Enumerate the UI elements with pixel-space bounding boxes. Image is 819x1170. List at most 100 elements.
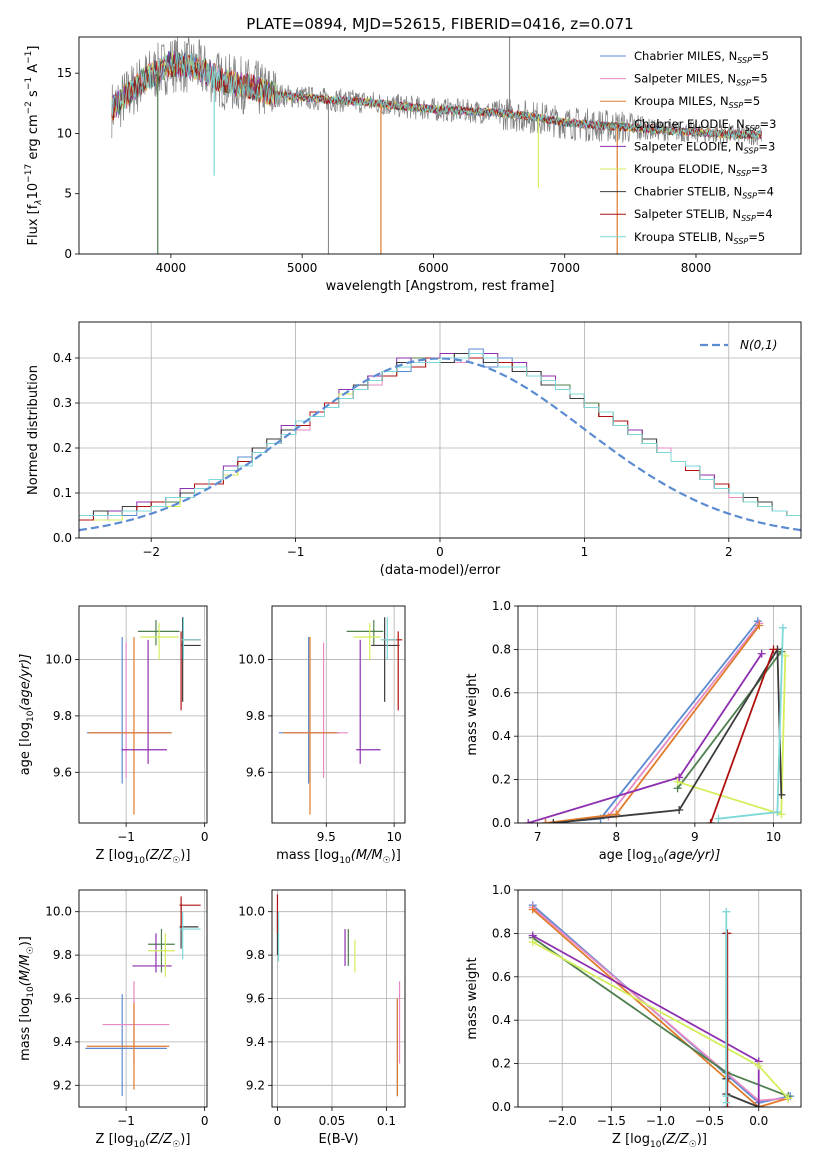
x-axis-label-part: (age/yr)] — [663, 848, 720, 863]
x-axis-label: Z [log10(Z/Z☉)] — [96, 1132, 191, 1150]
y-axis-label: mass weight — [465, 957, 480, 1039]
axes-frame — [517, 889, 802, 1108]
weight-line-kroupa-miles — [532, 908, 789, 1107]
x-tick-label: −1.0 — [646, 1114, 675, 1128]
plot-area — [79, 348, 801, 532]
y-tick-label: 9.4 — [246, 1035, 265, 1049]
observed-spectrum — [111, 37, 762, 146]
legend-entry: Salpeter STELIB, NSSP=4 — [634, 207, 773, 223]
x-tick-label: 4000 — [156, 261, 187, 275]
x-axis-label-part: 10 — [650, 1140, 662, 1150]
x-tick-label: 8 — [612, 830, 620, 844]
y-tick-label: 0.0 — [492, 1100, 511, 1114]
y-axis-label-part: )] — [18, 936, 33, 946]
y-tick-label: 0.2 — [492, 1057, 511, 1071]
x-tick-label: −2 — [142, 545, 160, 559]
weight-marker — [723, 929, 732, 938]
legend-entry: Chabrier STELIB, NSSP=4 — [634, 185, 774, 201]
x-tick-label: −0.5 — [695, 1114, 724, 1128]
plot-area — [528, 901, 795, 1107]
axes-frame — [78, 889, 208, 1108]
plot-area — [524, 617, 790, 823]
y-axis-label-part: age [log — [18, 722, 33, 775]
legend-model: Salpeter MILES, N — [634, 72, 736, 86]
y-axis-label-part: −1 — [24, 51, 34, 64]
y-tick-label: 9.8 — [53, 709, 72, 723]
panel-residuals: −2 −1 0 1 2 0.0 0.1 0.2 0.3 0.4 (data-model)/error… — [26, 321, 802, 578]
legend-sub: SSP — [742, 192, 757, 201]
panel-z-mass: −1 09.29.49.69.810.0Z [log10(Z/Z☉)]mass [… — [18, 889, 208, 1150]
legend-n: =5 — [752, 49, 769, 63]
plot-area — [276, 894, 401, 1097]
x-axis-label-part: 10 — [133, 1140, 145, 1150]
x-axis-label-part: 10 — [339, 856, 351, 866]
weight-marker — [769, 645, 778, 654]
x-axis-label: age [log10(age/yr)] — [599, 848, 721, 866]
weight-marker — [723, 1103, 732, 1107]
legend-sub: SSP — [745, 124, 760, 133]
axes-frame — [78, 605, 208, 824]
y-tick-label: 0 — [64, 247, 72, 261]
legend-entry: Salpeter ELODIE, NSSP=3 — [634, 139, 775, 155]
x-axis-label-part: 10 — [652, 856, 664, 866]
y-axis-label-part: ] — [26, 46, 41, 51]
y-tick-label: 9.2 — [246, 1078, 265, 1092]
axes-frame — [517, 605, 802, 824]
legend-n: =5 — [751, 72, 768, 86]
y-tick-label: 9.2 — [53, 1078, 72, 1092]
y-tick-label: 9.6 — [246, 992, 265, 1006]
weight-line-salpeter-stelib — [709, 649, 775, 823]
y-axis-label-part: −17 — [24, 164, 34, 183]
legend-model: Kroupa STELIB, N — [634, 230, 734, 244]
x-tick-label: 8000 — [681, 261, 712, 275]
figure-title: PLATE=0894, MJD=52615, FIBERID=0416, z=0… — [246, 15, 633, 33]
y-tick-label: 9.8 — [246, 709, 265, 723]
x-axis-label-part: )] — [180, 1132, 190, 1147]
weight-marker — [754, 1103, 763, 1107]
y-tick-label: 1.0 — [492, 599, 511, 613]
legend-entry: Chabrier MILES, NSSP=5 — [634, 49, 769, 65]
y-tick-label: 0.0 — [492, 816, 511, 830]
y-axis-label: mass [log10(M/M☉)] — [18, 936, 36, 1061]
x-tick-label: 6000 — [418, 261, 449, 275]
y-axis-label-part: Flux [f — [26, 204, 41, 245]
weight-marker — [524, 819, 533, 823]
x-axis-label-part: 10 — [133, 856, 145, 866]
legend-sub: SSP — [736, 79, 751, 88]
x-tick-label: 2 — [725, 545, 733, 559]
weight-marker — [528, 938, 537, 947]
y-tick-label: 10 — [57, 126, 72, 140]
legend-n: =5 — [743, 94, 760, 108]
x-axis-label: mass [log10(M/M☉)] — [276, 848, 401, 866]
x-axis-label-part: mass [log — [276, 848, 339, 863]
x-tick-label: 9 — [691, 830, 699, 844]
x-axis-label-part: )] — [697, 1132, 707, 1147]
legend-sub: SSP — [736, 169, 751, 178]
axes-frame — [78, 36, 802, 255]
plot-area — [85, 896, 201, 1097]
y-axis-label-part: −1 — [24, 77, 34, 90]
y-axis-label-part: 10 — [26, 986, 36, 998]
x-axis-label-part: (Z/Z — [661, 1132, 689, 1147]
x-axis-label-part: Z [log — [612, 1132, 650, 1147]
y-tick-label: 10.0 — [238, 905, 265, 919]
y-axis-label: age [log10(age/yr)] — [18, 654, 36, 776]
weight-marker — [755, 621, 764, 630]
y-tick-label: 0.2 — [492, 773, 511, 787]
y-axis-label-part: −2 — [24, 101, 34, 114]
y-axis-label-part: mass [log — [18, 998, 33, 1061]
y-tick-label: 0.4 — [53, 351, 72, 365]
x-tick-label: 9.5 — [317, 830, 336, 844]
x-tick-label: −1 — [117, 1114, 135, 1128]
axes-frame — [78, 321, 802, 539]
legend-n: =4 — [756, 207, 773, 221]
y-tick-label: 0.8 — [492, 642, 511, 656]
x-tick-label: −2.0 — [548, 1114, 577, 1128]
weight-line-chabrier-miles — [532, 904, 791, 1104]
legend-sub: SSP — [734, 237, 749, 246]
y-tick-label: 9.8 — [53, 948, 72, 962]
panel-z-weight: −2.0 −1.5 −1.0 −0.5 0.0 0.0 0.2 0.4 0.6 0.8 1.0 Z [… — [465, 883, 802, 1150]
